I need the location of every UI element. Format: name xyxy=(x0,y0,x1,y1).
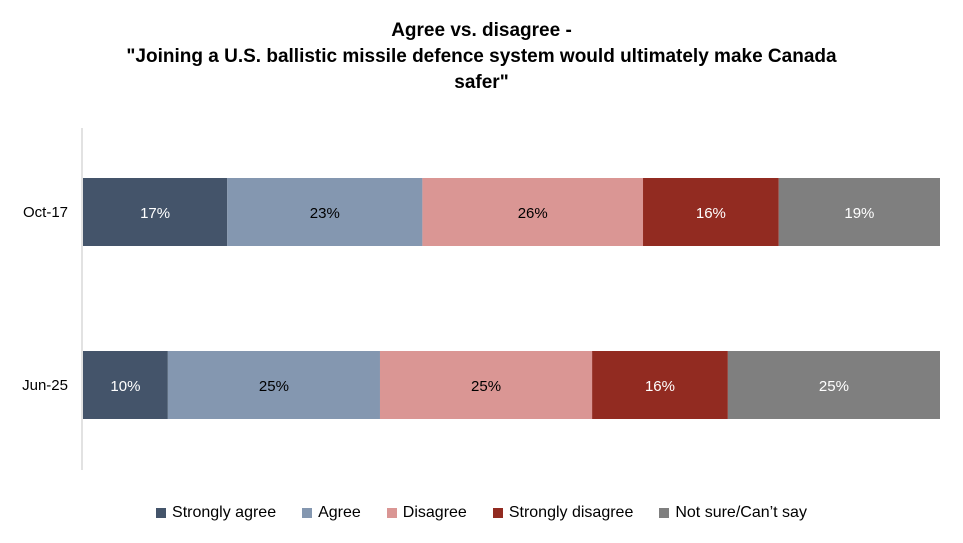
category-label: Oct-17 xyxy=(23,204,68,221)
data-label: 17% xyxy=(140,205,170,222)
bar-segment xyxy=(422,178,644,246)
data-label: 23% xyxy=(310,205,340,222)
chart-title-line-2: "Joining a U.S. ballistic missile defenc… xyxy=(126,46,837,67)
category-label: Jun-25 xyxy=(22,377,68,394)
data-label: 25% xyxy=(471,378,501,395)
bar-segment xyxy=(379,351,593,419)
legend-label: Not sure/Can’t say xyxy=(675,504,807,521)
bars-group: Oct-17 17% 23% 26% 16% 19% Jun-25 10% 25% 25% 16% 2… xyxy=(22,178,940,419)
data-label: 10% xyxy=(110,378,140,395)
legend-label: Agree xyxy=(318,504,361,521)
chart-title: Agree vs. disagree - "Joining a U.S. bal… xyxy=(0,18,963,96)
legend-swatch xyxy=(156,508,167,518)
legend-label: Strongly agree xyxy=(172,504,277,521)
legend-item: Not sure/Can’t say xyxy=(659,504,807,522)
data-label: 16% xyxy=(696,205,726,222)
legend-label: Disagree xyxy=(402,504,467,521)
bar-segment xyxy=(83,351,168,419)
bar-segment xyxy=(643,178,779,246)
data-label: 16% xyxy=(645,378,675,395)
legend-item: Strongly agree xyxy=(156,504,276,522)
data-label: 25% xyxy=(259,378,289,395)
bar-segment xyxy=(778,178,940,246)
bar-segment xyxy=(167,351,380,419)
bar-segment xyxy=(592,351,728,419)
legend-swatch xyxy=(386,508,397,518)
bar-segment xyxy=(727,351,940,419)
legend-swatch xyxy=(659,508,670,518)
legend-item: Agree xyxy=(302,504,361,522)
data-label: 19% xyxy=(844,205,874,222)
legend-item: Strongly disagree xyxy=(492,504,634,522)
bar-segment xyxy=(83,178,228,246)
legend-swatch xyxy=(302,508,313,518)
data-label: 26% xyxy=(518,205,548,222)
legend: Strongly agree Agree Disagree Strongly disa… xyxy=(0,502,963,524)
chart-title-line-1: Agree vs. disagree - xyxy=(391,20,572,41)
data-label: 25% xyxy=(819,378,849,395)
bar-segment xyxy=(227,178,423,246)
chart-title-line-3: safer" xyxy=(454,72,509,93)
legend-item: Disagree xyxy=(386,504,467,522)
legend-swatch xyxy=(492,508,503,518)
legend-label: Strongly disagree xyxy=(508,504,634,521)
